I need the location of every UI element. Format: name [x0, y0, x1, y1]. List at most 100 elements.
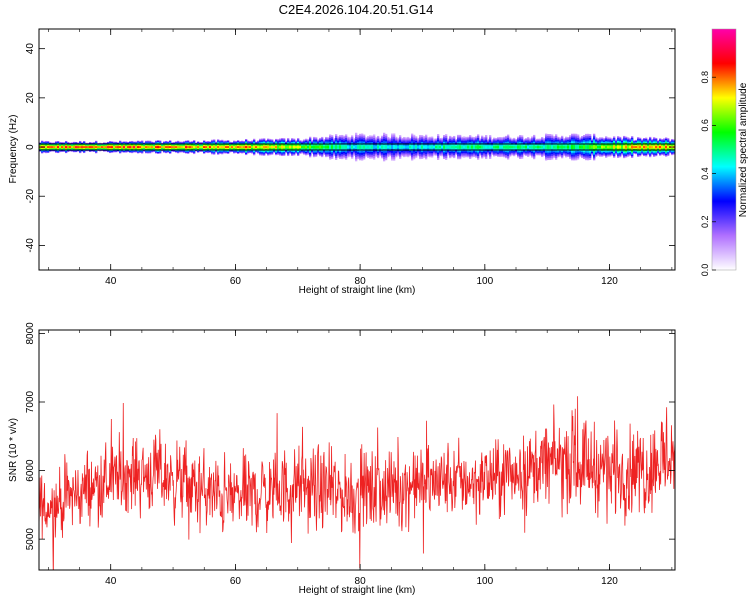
spectrogram-cell: [367, 145, 370, 149]
spectrogram-cell: [173, 146, 176, 148]
spectrogram-cell: [449, 145, 452, 149]
spectrogram-cell: [117, 146, 120, 148]
spectrogram-cell: [215, 146, 218, 148]
spectrogram-x-axis: 40 60 80 100 120: [48, 29, 673, 287]
spectrogram-cell: [109, 146, 112, 148]
spectrogram-cell: [443, 145, 446, 149]
colorbar-frame: [711, 28, 737, 271]
spectrogram-cell: [183, 146, 186, 148]
spectrogram-cell: [241, 146, 244, 148]
spectrogram-cell: [425, 145, 428, 149]
spectrogram-cell: [267, 145, 270, 149]
spectrogram-cell: [543, 145, 546, 149]
spectrogram-cell: [613, 145, 616, 149]
spectrogram-cell: [303, 145, 306, 149]
spectrogram-cell: [493, 145, 496, 149]
snr-y-tick-label: 8000: [25, 322, 36, 345]
spectrogram-cell: [549, 145, 552, 149]
spectrogram-cell: [143, 146, 146, 148]
spectrogram-cell: [575, 145, 578, 149]
spectrogram-cell: [587, 145, 590, 149]
spectrogram-cell: [187, 146, 190, 149]
spectrogram-cell: [45, 146, 48, 148]
spectrogram-cell: [245, 145, 248, 149]
spectrogram-cell: [49, 146, 52, 148]
spectrogram-cell: [323, 145, 326, 149]
spectrogram-cell: [169, 146, 172, 149]
spectrogram-cell: [157, 146, 160, 149]
spectrogram-cell: [631, 145, 634, 149]
snr-plot-area: [39, 330, 675, 570]
colorbar-tick-label: 0.4: [700, 167, 710, 180]
spectrogram-cell: [137, 146, 140, 148]
spectrogram-cell: [617, 145, 620, 149]
spectrogram-cell: [363, 145, 366, 149]
spectrogram-cell: [529, 145, 532, 149]
spectrogram-y-tick-label: 20: [25, 92, 36, 104]
spectrogram-cell: [459, 145, 462, 149]
spectrogram-cell: [195, 146, 198, 148]
spectrogram-cell: [295, 146, 298, 148]
spectrogram-cell: [427, 145, 430, 149]
spectrogram-cell: [91, 146, 94, 148]
spectrogram-cell: [283, 145, 286, 149]
spectrogram-cell: [59, 146, 62, 148]
spectrogram-cell: [519, 145, 522, 149]
spectrogram-cell: [271, 145, 274, 149]
spectrogram-cell: [239, 146, 242, 148]
spectrogram-cell: [601, 145, 604, 149]
spectrogram-cell: [555, 145, 558, 149]
spectrogram-cell: [105, 146, 108, 148]
spectrogram-cell: [203, 146, 206, 148]
spectrogram-cell: [475, 145, 478, 149]
spectrogram-cell: [635, 146, 638, 149]
spectrogram-cell: [373, 145, 376, 149]
spectrogram-cell: [505, 145, 508, 149]
spectrogram-cell: [375, 145, 378, 149]
spectrogram-cell: [253, 145, 256, 149]
spectrogram-y-tick-label: 0: [25, 144, 36, 150]
spectrogram-cell: [149, 146, 152, 148]
spectrogram-cell: [225, 146, 228, 148]
spectrogram-cell: [413, 145, 416, 149]
spectrogram-cell: [597, 145, 600, 149]
spectrogram-cell: [651, 145, 654, 149]
spectrogram-cell: [471, 145, 474, 149]
spectrogram-cell: [611, 145, 614, 149]
spectrogram-cell: [135, 146, 138, 148]
spectrogram-cell: [313, 145, 316, 149]
snr-y-tick-label: 5000: [25, 528, 36, 551]
snr-x-tick-label: 100: [476, 576, 493, 587]
spectrogram-cell: [499, 145, 502, 149]
spectrogram-cell: [131, 146, 134, 148]
spectrogram-cell: [397, 145, 400, 149]
spectrogram-cell: [335, 145, 338, 149]
spectrogram-cell: [257, 146, 260, 148]
spectrogram-cell: [667, 145, 670, 149]
spectrogram-cell: [133, 146, 136, 148]
spectrogram-cell: [337, 145, 340, 149]
spectrogram-cell: [287, 145, 290, 149]
spectrogram-cell: [403, 145, 406, 149]
spectrogram-y-axis: 40 20 0 -20 -40: [25, 43, 675, 253]
spectrogram-cell: [483, 145, 486, 149]
spectrogram-cell: [207, 146, 210, 148]
spectrogram-cell: [539, 145, 542, 149]
spectrogram-cell: [159, 146, 162, 148]
spectrogram-cell: [649, 145, 652, 149]
spectrogram-cell: [223, 146, 226, 148]
spectrogram-cell: [255, 146, 258, 148]
spectrogram-cell: [185, 146, 188, 148]
spectrogram-cell: [343, 145, 346, 149]
spectrogram-cell: [579, 145, 582, 149]
spectrogram-cell: [219, 146, 222, 149]
spectrogram-cell: [663, 145, 666, 149]
snr-y-axis: 5000 6000 7000 8000: [25, 322, 675, 550]
snr-y-tick-label: 7000: [25, 390, 36, 413]
spectrogram-cell: [435, 145, 438, 149]
spectrogram-cell: [431, 145, 434, 149]
spectrogram-cell: [249, 146, 252, 148]
spectrogram-cell: [369, 145, 372, 149]
spectrogram-cell: [661, 145, 664, 149]
spectrogram-cell: [361, 145, 364, 149]
